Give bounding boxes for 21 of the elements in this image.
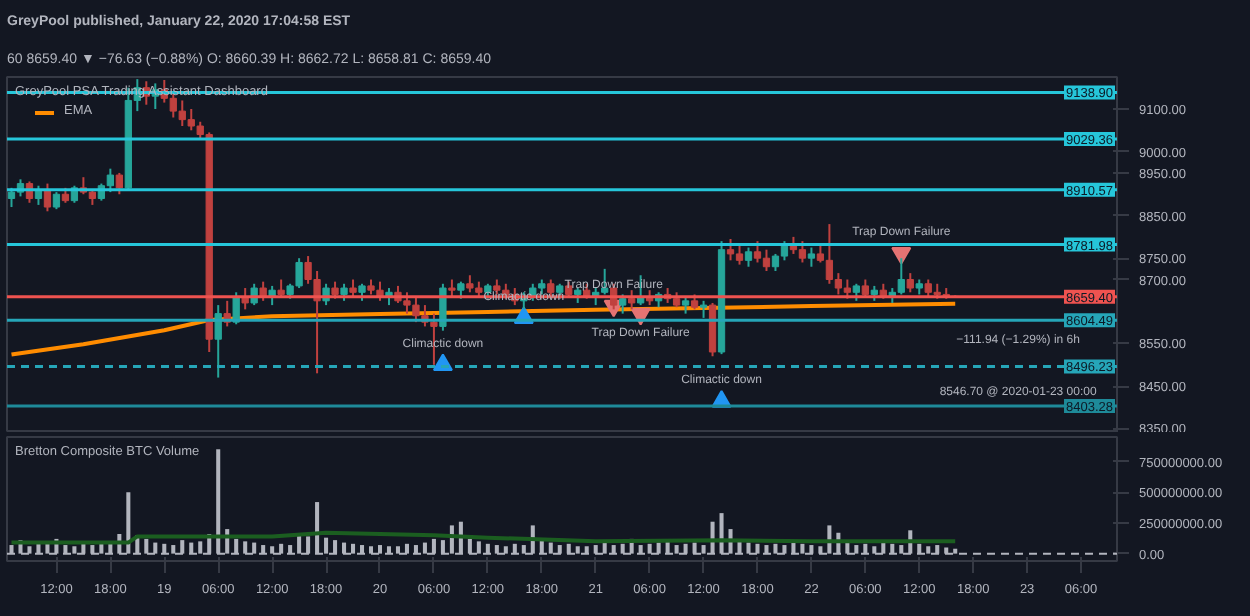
candlestick [906, 272, 914, 294]
candlestick [708, 301, 717, 358]
candlestick [43, 182, 52, 213]
candlestick [726, 238, 735, 262]
candlestick [744, 246, 753, 268]
candlestick [843, 278, 852, 300]
candlestick [825, 223, 834, 285]
point [891, 246, 912, 265]
candlestick [735, 244, 744, 266]
candlestick [214, 304, 222, 379]
line-series [9, 301, 958, 357]
candlestick [780, 240, 789, 262]
candlestick [115, 171, 123, 196]
candlestick [753, 240, 762, 264]
candlestick [628, 289, 636, 311]
candlestick [798, 240, 807, 264]
candlestick [762, 248, 771, 272]
candlestick [897, 257, 905, 296]
candlestick [807, 246, 816, 268]
candlestick [619, 293, 627, 315]
candlestick [106, 167, 115, 194]
